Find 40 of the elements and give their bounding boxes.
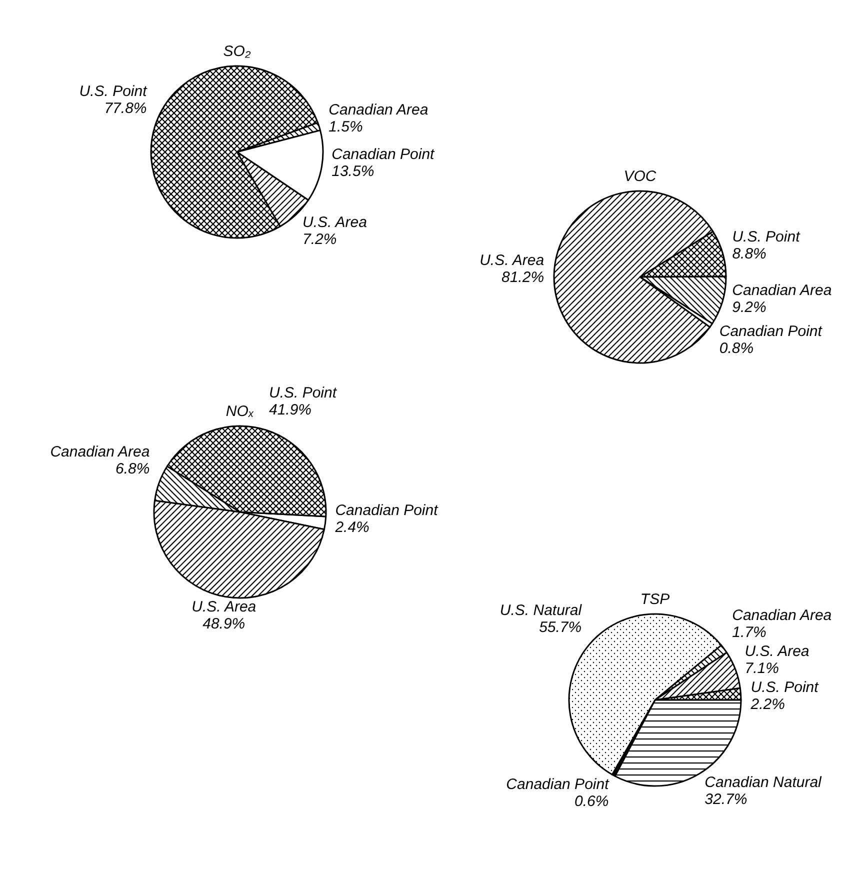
- slice-label: U.S. Area: [744, 642, 810, 660]
- data-label: 1.5%: [328, 118, 363, 136]
- data-label: 2.2%: [750, 696, 785, 713]
- data-label: 1.7%: [732, 624, 766, 641]
- slice-label: U.S. Area: [302, 214, 367, 232]
- slice-label: U.S. Area: [192, 598, 256, 616]
- slice-label: Canadian Area: [328, 101, 428, 118]
- data-label: 0.8%: [719, 340, 754, 358]
- chart-title: VOC: [624, 168, 656, 185]
- data-label: 6.8%: [116, 460, 150, 478]
- text: NOₓ: [226, 403, 254, 420]
- chart-title: SO₂: [223, 43, 251, 60]
- slice-label: Canadian Point: [506, 776, 610, 794]
- slice-label: U.S. Natural: [500, 602, 582, 620]
- slice-label: Canadian Point: [335, 502, 439, 520]
- slice-label: U.S. Point: [750, 678, 820, 696]
- data-label: 2.4%: [334, 519, 370, 536]
- slice-label: Canadian Area: [50, 443, 150, 460]
- slice-label: U.S. Point: [268, 384, 338, 402]
- data-label: 32.7%: [704, 791, 748, 808]
- data-label: 55.7%: [539, 619, 582, 636]
- slice-label: Canadian Natural: [704, 774, 822, 792]
- slice-label: U.S. Point: [732, 228, 801, 246]
- slice-label: Canadian Point: [719, 323, 823, 340]
- data-label: 48.9%: [202, 616, 246, 633]
- data-label: 7.2%: [302, 231, 337, 248]
- data-label: 81.2%: [502, 268, 544, 286]
- slice-label: U.S. Point: [79, 83, 148, 100]
- data-label: 9.2%: [732, 298, 766, 316]
- data-label: 8.8%: [732, 245, 766, 262]
- slice-label: Canadian Area: [732, 282, 832, 299]
- data-label: 41.9%: [268, 401, 312, 418]
- data-label: 0.6%: [574, 793, 609, 810]
- data-label: 7.1%: [744, 660, 780, 677]
- slice-label: Canadian Point: [332, 146, 436, 164]
- slice-label: Canadian Area: [732, 606, 832, 624]
- slice-label: U.S. Area: [480, 252, 544, 269]
- data-label: 77.8%: [104, 100, 147, 118]
- data-label: 13.5%: [332, 163, 374, 180]
- chart-title: TSP: [640, 591, 670, 608]
